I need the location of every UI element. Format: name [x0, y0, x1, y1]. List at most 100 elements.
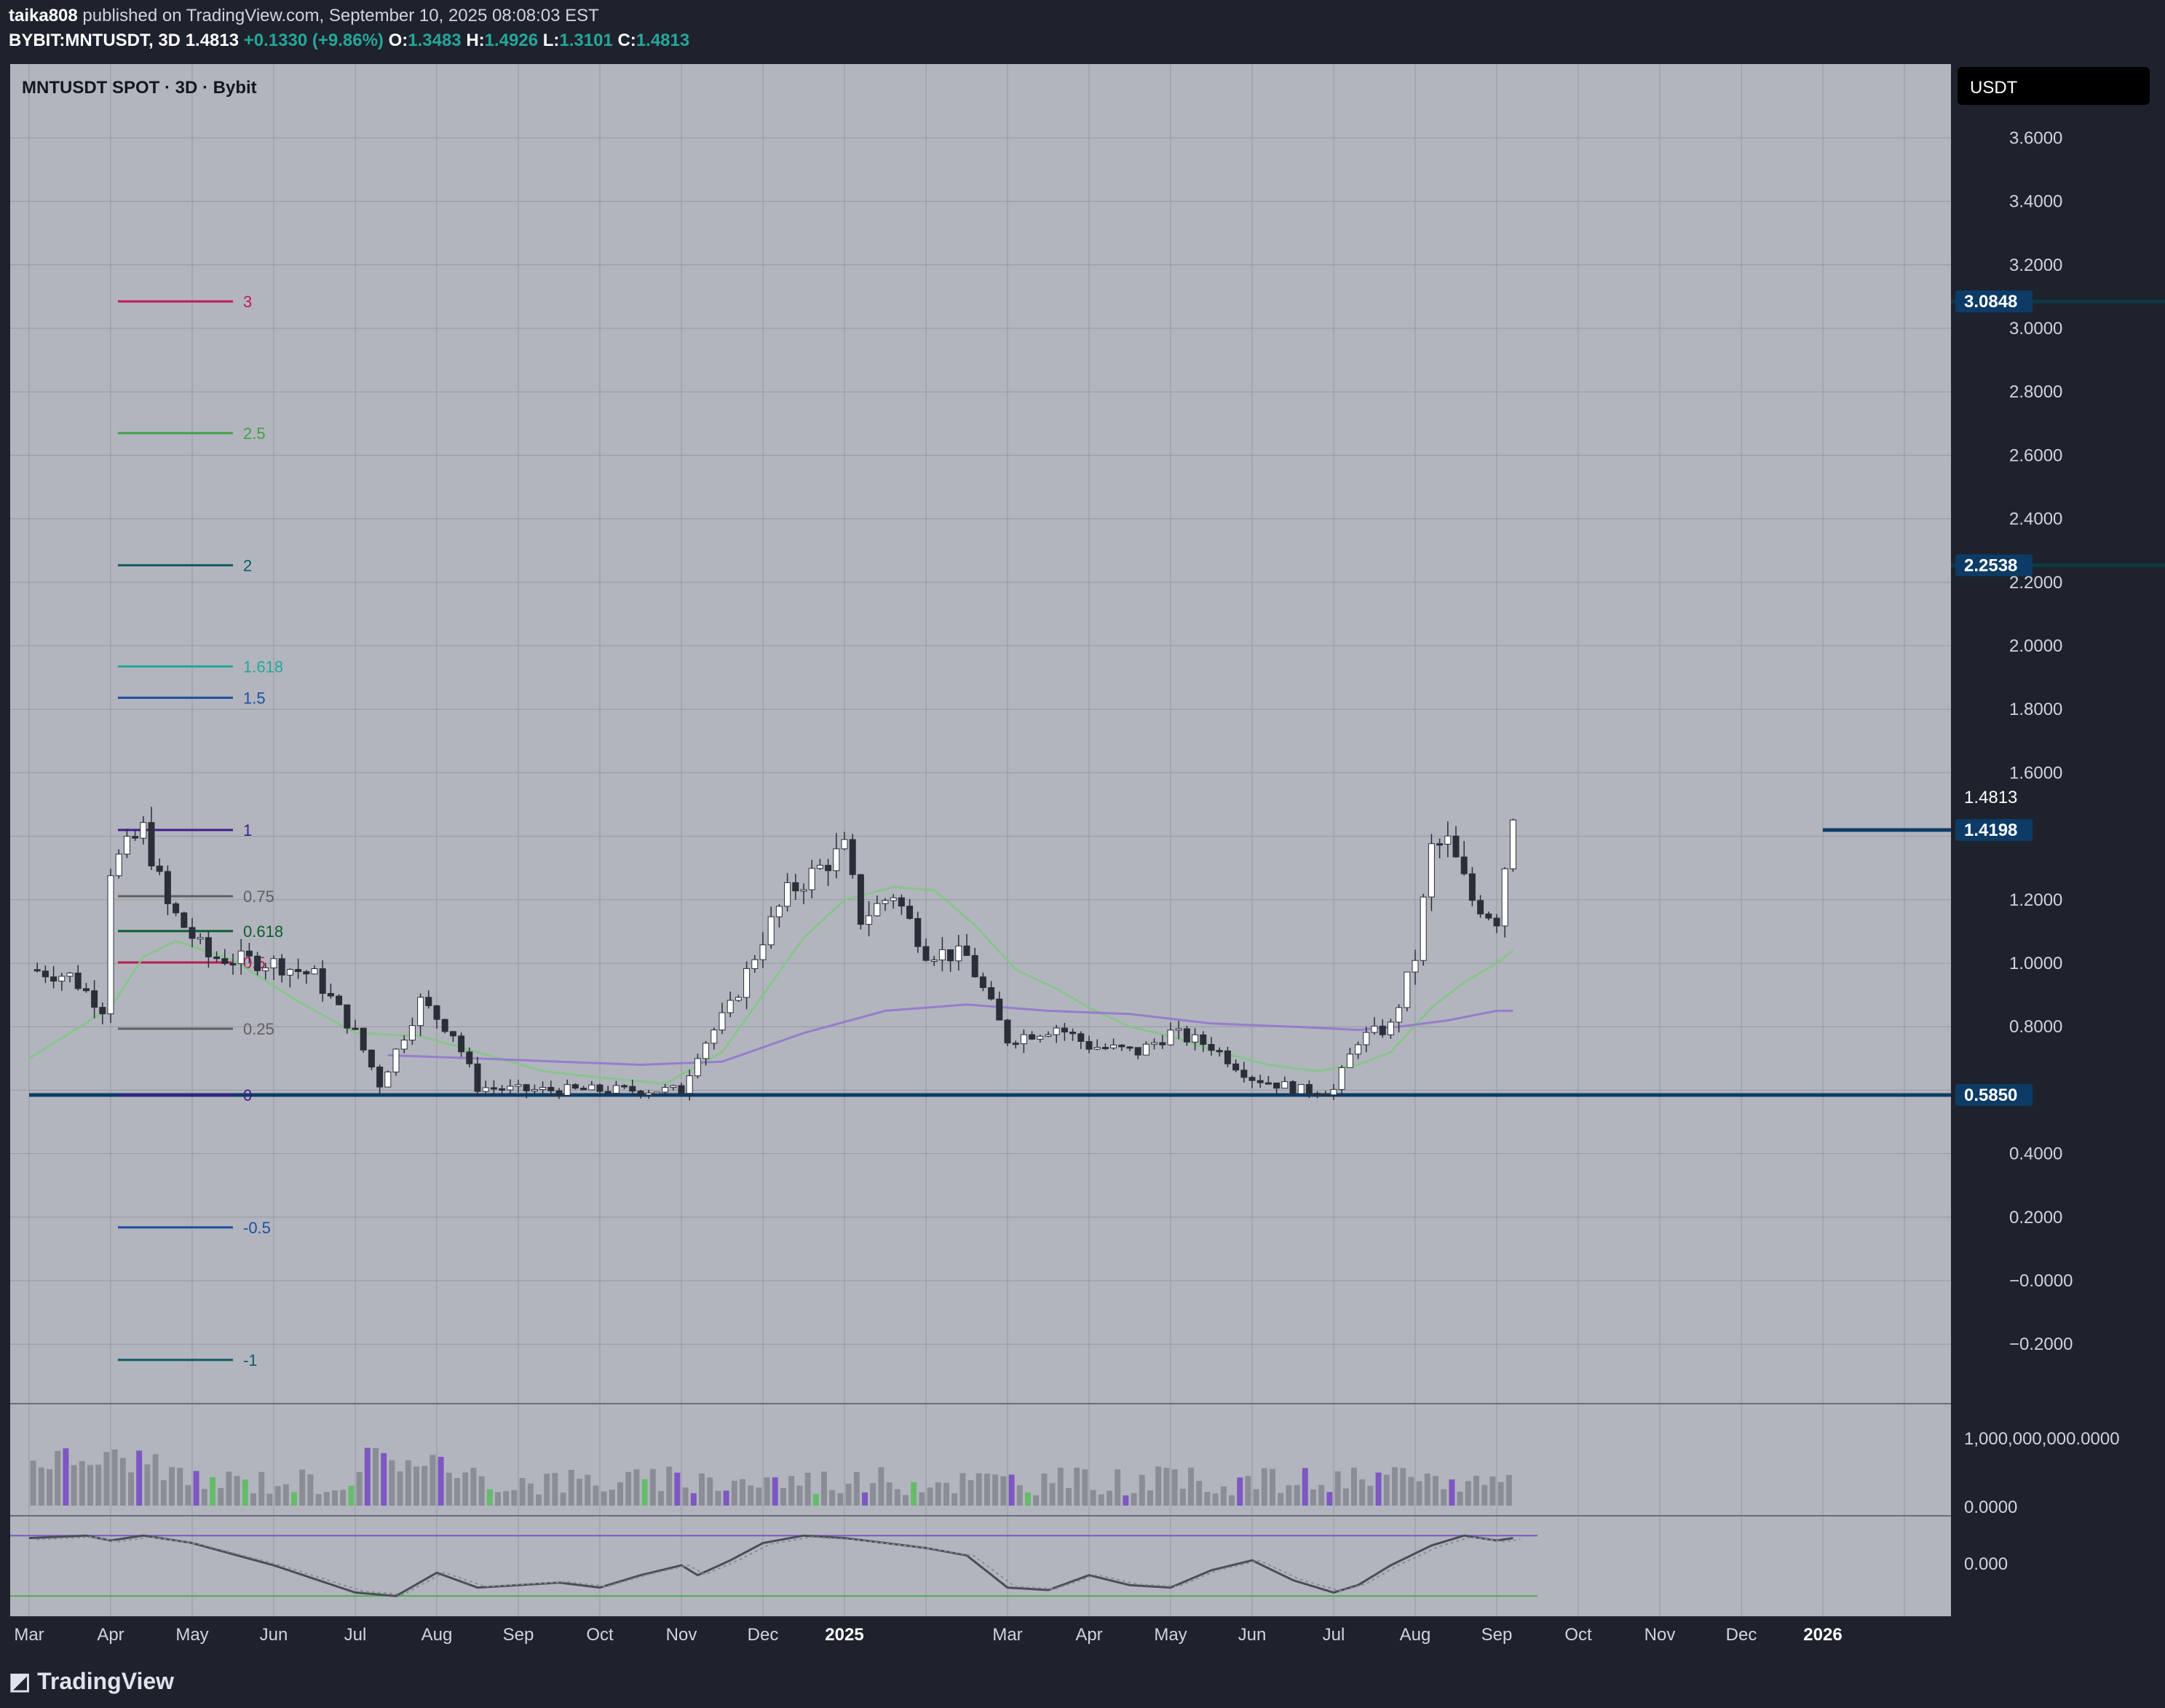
candle-bearish	[181, 912, 188, 928]
candle-bullish	[1045, 1034, 1052, 1037]
volume-bar	[234, 1476, 240, 1506]
candle-bullish	[612, 1085, 620, 1094]
candle-bullish	[841, 839, 848, 850]
volume-bar	[119, 1458, 126, 1506]
volume-bar	[1041, 1473, 1048, 1506]
volume-bar	[625, 1471, 632, 1506]
volume-bar	[1082, 1469, 1088, 1506]
last-price: 1.4813	[185, 31, 240, 50]
price-tick-label: 1.0000	[2009, 954, 2062, 973]
price-label-text: 0.5850	[1964, 1086, 2017, 1105]
volume-bar	[756, 1487, 762, 1506]
volume-bar	[462, 1472, 469, 1506]
candle-bearish	[523, 1084, 530, 1091]
price-tick-label: 2.0000	[2009, 636, 2062, 656]
volume-bar	[152, 1454, 159, 1506]
price-axis[interactable]	[1951, 61, 2165, 1647]
candle-bearish	[458, 1035, 465, 1053]
price-tick-label: 1.8000	[2009, 700, 2062, 719]
candle-bullish	[1420, 896, 1427, 961]
volume-bar	[282, 1484, 289, 1506]
volume-bar	[927, 1487, 933, 1506]
candle-bearish	[621, 1085, 628, 1088]
candle-bearish	[433, 1005, 440, 1020]
volume-bar	[79, 1460, 85, 1506]
volume-bar	[1155, 1466, 1162, 1506]
candle-bullish	[270, 958, 277, 968]
candle-bullish	[140, 822, 147, 839]
candle-bearish	[857, 874, 864, 925]
candle-bullish	[1444, 835, 1452, 845]
time-tick-label: Mar	[14, 1625, 44, 1645]
time-axis[interactable]	[0, 1616, 2165, 1647]
volume-bar	[1179, 1488, 1186, 1506]
candle-bearish	[571, 1084, 579, 1089]
fib-level-label: 2.5	[243, 424, 266, 443]
volume-bar	[666, 1466, 673, 1506]
candle-bearish	[1069, 1032, 1077, 1035]
volume-bar	[633, 1469, 640, 1506]
candle-bullish	[1338, 1067, 1345, 1090]
volume-bar	[397, 1471, 403, 1506]
horizontal-levels[interactable]	[29, 828, 1951, 1097]
volume-bar	[47, 1468, 52, 1506]
candle-bullish	[874, 903, 881, 917]
price-tick-label: 2.6000	[2009, 446, 2062, 465]
volume-bar	[95, 1464, 102, 1506]
volume-bar	[1066, 1487, 1072, 1506]
volume-bar	[943, 1482, 949, 1506]
price-tick-label: 3.6000	[2009, 128, 2062, 148]
volume-bar	[878, 1467, 884, 1506]
candle-bullish	[507, 1086, 514, 1091]
volume-bar	[389, 1460, 395, 1506]
candle-bullish	[1346, 1053, 1353, 1068]
candle-bullish	[400, 1040, 408, 1050]
candle-bullish	[1020, 1034, 1027, 1045]
candle-bullish	[1404, 971, 1411, 1008]
candle-bearish	[1493, 917, 1500, 927]
candle-bearish	[148, 822, 155, 866]
candle-bearish	[466, 1051, 473, 1064]
volume-bar	[250, 1493, 256, 1506]
volume-bar	[430, 1455, 436, 1506]
candle-bullish	[262, 967, 269, 971]
candle-bearish	[474, 1063, 481, 1092]
candle-bullish	[408, 1025, 416, 1041]
volume-bar	[1351, 1467, 1357, 1506]
author-name[interactable]: taika808	[9, 6, 78, 25]
candle-bearish	[580, 1088, 587, 1091]
candle-bullish	[237, 950, 245, 965]
volume-bar	[210, 1476, 215, 1506]
candle-bearish	[1208, 1044, 1215, 1051]
candle-bearish	[91, 990, 98, 1008]
volume-bar	[1237, 1477, 1243, 1506]
volume-bar	[438, 1456, 444, 1506]
candle-bearish	[303, 971, 310, 975]
currency-button[interactable]	[1958, 67, 2150, 105]
volume-bar	[299, 1469, 306, 1506]
volume-bar	[1392, 1467, 1398, 1506]
candle-bearish	[254, 955, 261, 971]
candle-bearish	[849, 839, 856, 875]
volume-bar	[894, 1489, 901, 1506]
candle-bullish	[727, 1000, 734, 1013]
grid-lines	[10, 64, 1951, 1616]
volume-bar	[332, 1490, 338, 1506]
time-tick-label: 2025	[825, 1625, 863, 1645]
fib-level-label: 1	[243, 821, 252, 839]
candle-bullish	[784, 882, 791, 907]
tradingview-logo[interactable]: ◩ TradingView	[9, 1667, 174, 1695]
candle-bearish	[1248, 1077, 1256, 1081]
volume-bar	[103, 1452, 110, 1506]
time-tick-label: Sep	[1481, 1625, 1513, 1645]
volume-bar	[601, 1491, 607, 1506]
volume-bar	[226, 1471, 232, 1506]
volume-bar	[1302, 1468, 1308, 1506]
volume-bar	[193, 1471, 199, 1506]
volume-bar	[829, 1490, 836, 1506]
candle-bullish	[1501, 868, 1508, 927]
volume-bar	[87, 1465, 93, 1506]
volume-bar	[38, 1467, 44, 1506]
price-labels: 3.0848 2.2538 1.4813 1.4198 0.5850	[1955, 290, 2033, 1106]
